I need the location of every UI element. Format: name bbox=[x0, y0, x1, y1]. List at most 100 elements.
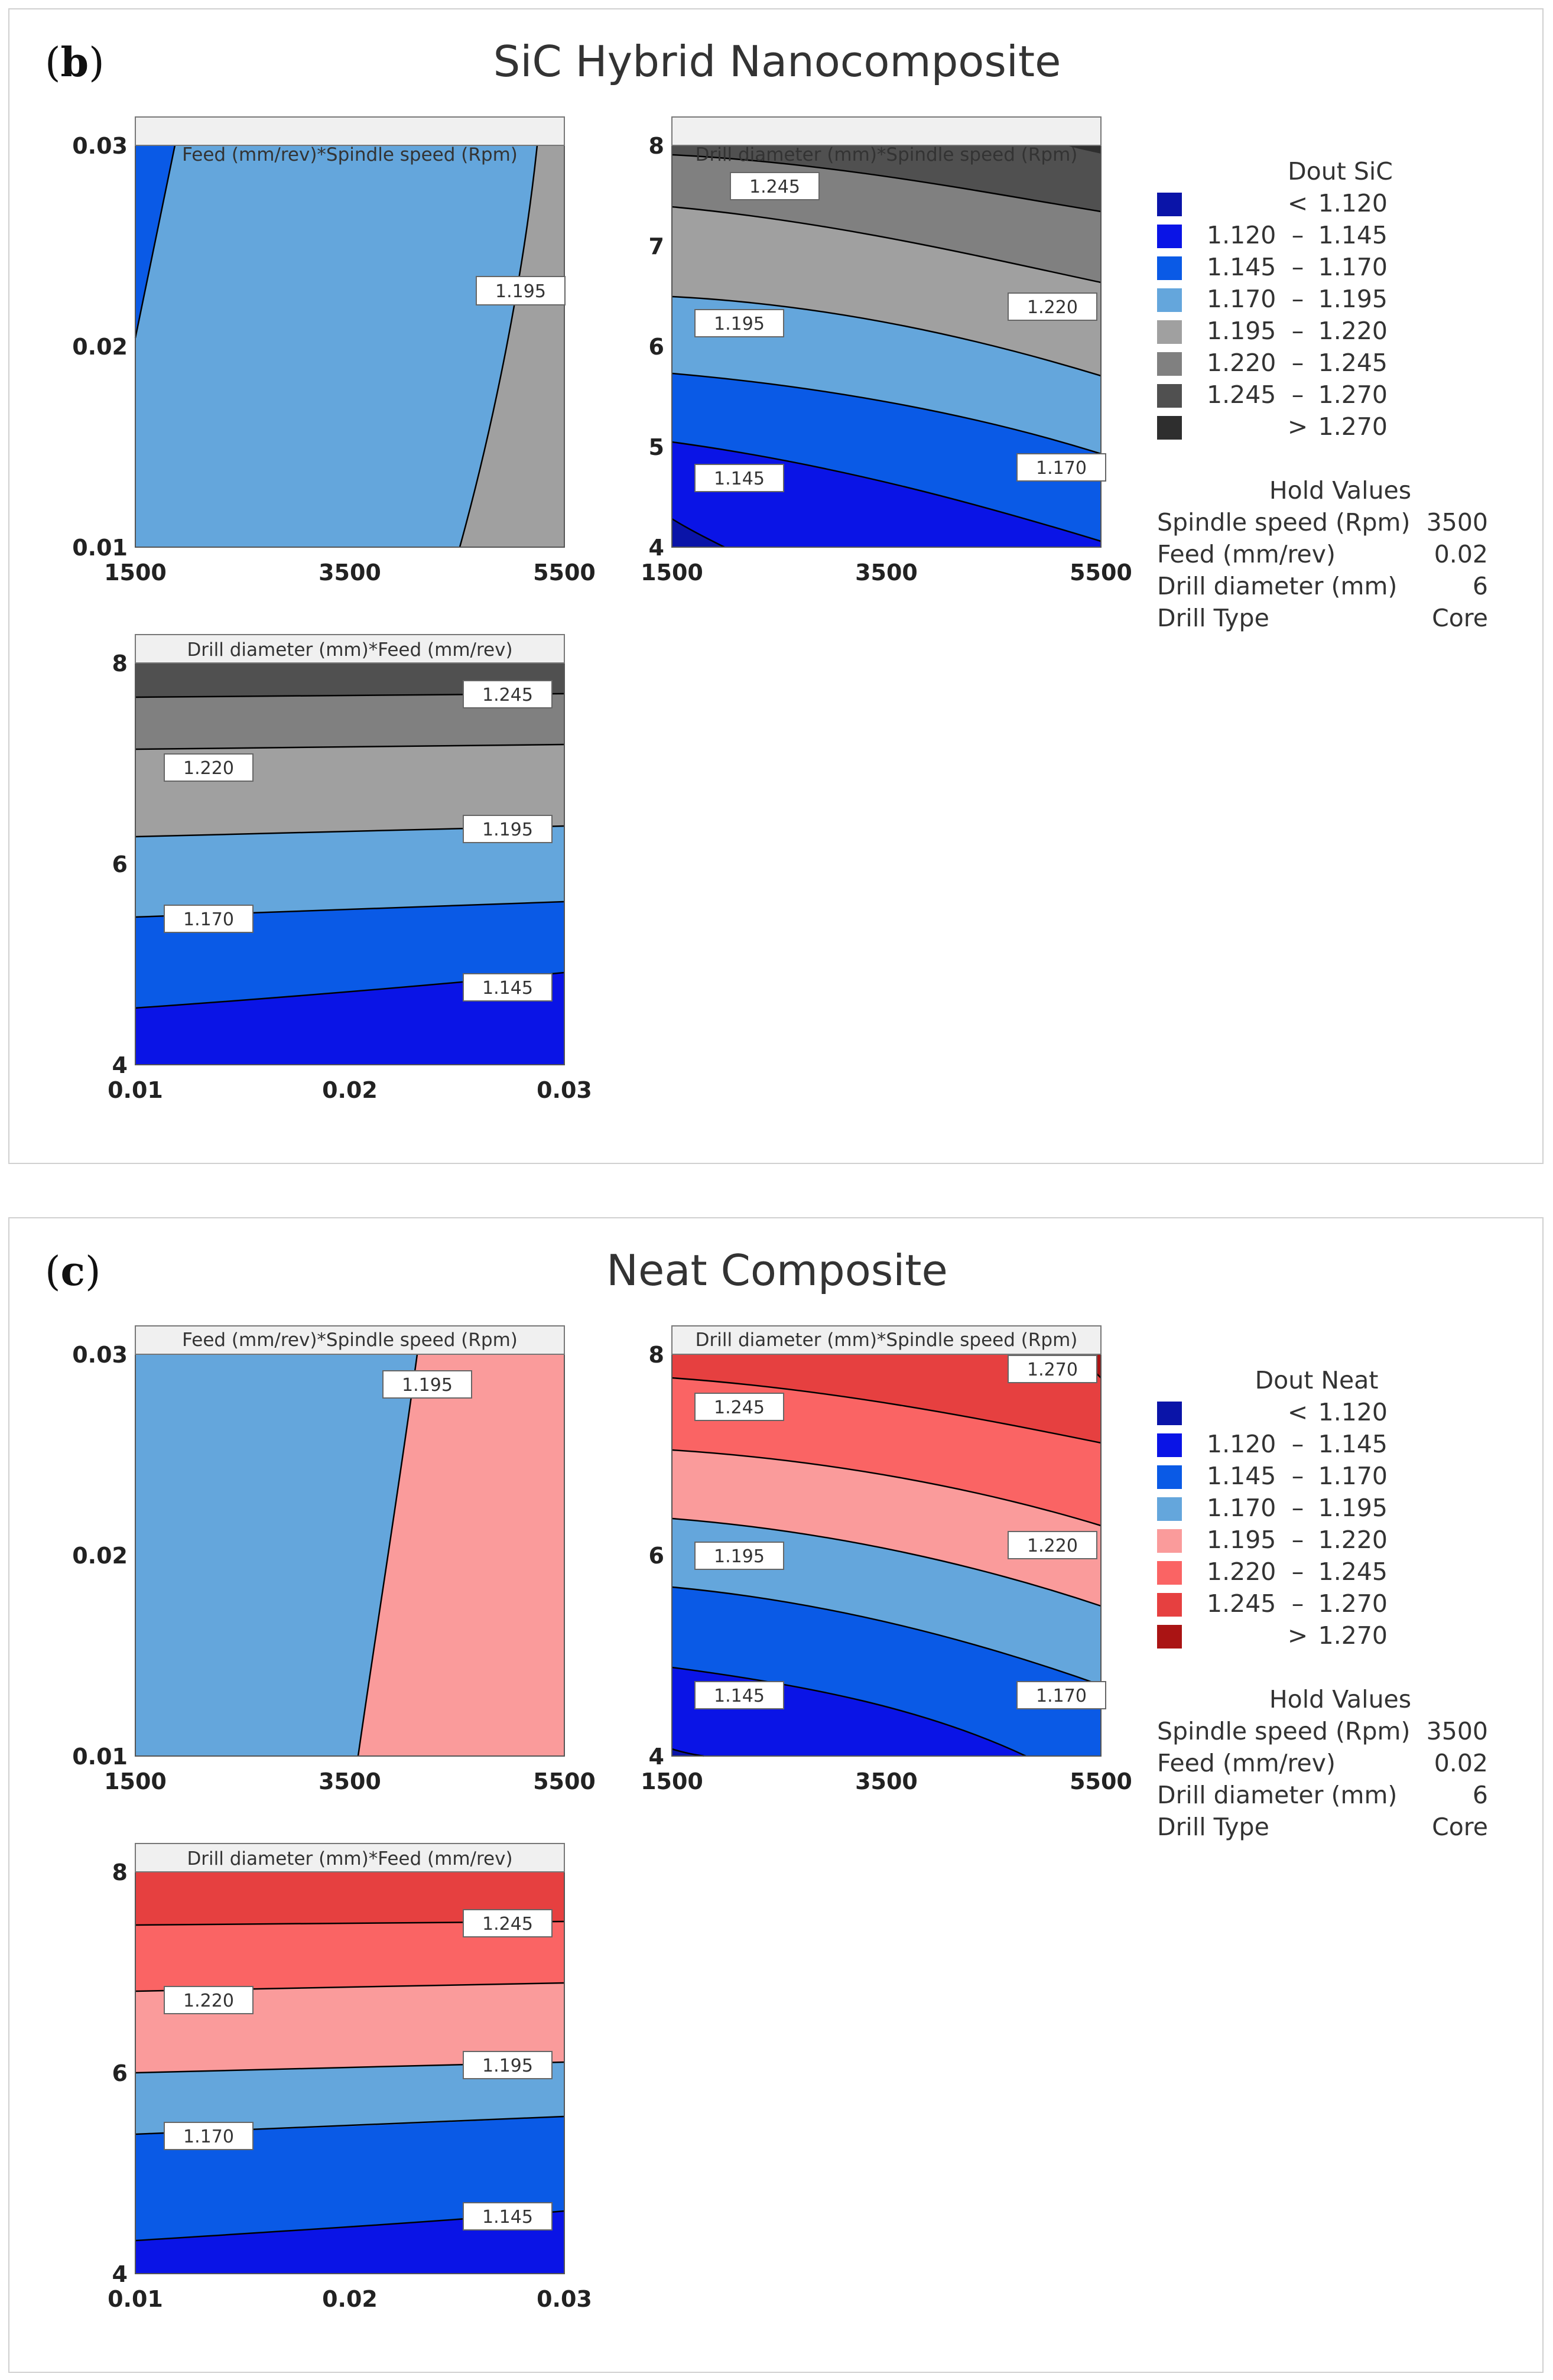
legend-row: 1.220–1.245 bbox=[1157, 1558, 1488, 1587]
contour-label: 1.195 bbox=[482, 2056, 533, 2076]
legend-swatch bbox=[1157, 352, 1182, 376]
legend-swatch bbox=[1157, 1625, 1182, 1649]
contour-label: 1.220 bbox=[1027, 1536, 1078, 1556]
hold-value-row: Spindle speed (Rpm) 3500 bbox=[1157, 508, 1488, 537]
x-tick: 0.03 bbox=[537, 2286, 592, 2312]
contour-plot-diameter-vs-speed: Drill diameter (mm)*Spindle speed (Rpm) … bbox=[641, 1325, 1132, 1794]
contour-plot-diameter-vs-feed: Drill diameter (mm)*Feed (mm/rev) 1.245 … bbox=[108, 634, 592, 1103]
x-tick: 0.01 bbox=[108, 2286, 163, 2312]
plot-header-bg bbox=[135, 1325, 565, 1355]
contour-label: 1.145 bbox=[714, 469, 765, 489]
legend-swatch bbox=[1157, 1433, 1182, 1457]
hold-values-title: Hold Values bbox=[1269, 476, 1412, 505]
legend-row: 1.120–1.145 bbox=[1157, 1430, 1488, 1459]
hold-value-row: Drill diameter (mm) 6 bbox=[1157, 1781, 1488, 1809]
plot-title: Drill diameter (mm)*Spindle speed (Rpm) bbox=[696, 144, 1078, 165]
contour-label: 1.195 bbox=[482, 820, 533, 840]
x-tick: 5500 bbox=[1070, 560, 1132, 586]
legend-swatch bbox=[1157, 1497, 1182, 1521]
contour-label: 1.145 bbox=[482, 2207, 533, 2228]
x-tick: 3500 bbox=[319, 560, 381, 586]
contour-label: 1.170 bbox=[183, 909, 234, 930]
legend-swatch bbox=[1157, 1593, 1182, 1617]
x-tick: 5500 bbox=[533, 560, 596, 586]
y-tick: 7 bbox=[649, 233, 664, 259]
contour-line bbox=[459, 145, 538, 548]
contour-label: 1.220 bbox=[1027, 297, 1078, 318]
hold-value-row: Spindle speed (Rpm) 3500 bbox=[1157, 1717, 1488, 1745]
x-tick: 0.03 bbox=[537, 1077, 592, 1103]
y-tick: 4 bbox=[649, 535, 664, 561]
region-gt-1270 bbox=[1067, 145, 1101, 154]
y-tick: 6 bbox=[649, 1543, 664, 1569]
legend-row: 1.220–1.245 bbox=[1157, 349, 1488, 378]
x-tick: 3500 bbox=[319, 1768, 381, 1794]
legend-swatch bbox=[1157, 225, 1182, 248]
x-tick: 1500 bbox=[641, 1768, 703, 1794]
legend-swatch bbox=[1157, 193, 1182, 216]
x-tick: 0.02 bbox=[322, 2286, 378, 2312]
contour-plots-c: Feed (mm/rev)*Spindle speed (Rpm) 1.195 … bbox=[72, 1325, 1132, 2312]
y-tick: 8 bbox=[649, 133, 664, 159]
hold-value-row: Drill Type Core bbox=[1157, 1813, 1488, 1841]
contour-plot-diameter-vs-speed: Drill diameter (mm)*Spindle speed (Rpm) … bbox=[641, 116, 1132, 586]
y-tick: 8 bbox=[112, 651, 128, 677]
panel-b: (b) SiC Hybrid Nanocomposite Feed (mm/re… bbox=[8, 8, 1544, 1164]
y-tick: 0.01 bbox=[72, 1744, 128, 1770]
legend-row: 1.245–1.270 bbox=[1157, 381, 1488, 410]
legend-row: 1.170–1.195 bbox=[1157, 1494, 1488, 1523]
legend-swatch bbox=[1157, 256, 1182, 280]
contour-label: 1.145 bbox=[714, 1686, 765, 1706]
legend-row: 1.145–1.170 bbox=[1157, 253, 1488, 282]
legend-swatch bbox=[1157, 384, 1182, 408]
contour-label: 1.220 bbox=[183, 1991, 234, 2011]
contour-plot-feed-vs-speed: Feed (mm/rev)*Spindle speed (Rpm) 1.195 … bbox=[72, 116, 596, 586]
contour-label: 1.195 bbox=[714, 1546, 765, 1567]
region-lt-1120 bbox=[672, 519, 724, 547]
x-tick: 1500 bbox=[641, 560, 703, 586]
y-tick: 4 bbox=[112, 1052, 128, 1078]
contour-label: 1.245 bbox=[714, 1397, 765, 1418]
y-tick: 0.01 bbox=[72, 535, 128, 561]
y-tick: 0.03 bbox=[72, 1342, 128, 1368]
y-tick: 5 bbox=[649, 434, 664, 460]
legend-title: Dout SiC bbox=[1288, 157, 1393, 186]
panel-letter: (c) bbox=[45, 1248, 101, 1295]
hold-value-row: Feed (mm/rev) 0.02 bbox=[1157, 1749, 1488, 1777]
contour-label: 1.220 bbox=[183, 758, 234, 779]
legend-row: 1.120–1.145 bbox=[1157, 221, 1488, 251]
hold-value-row: Feed (mm/rev) 0.02 bbox=[1157, 540, 1488, 568]
x-tick: 0.02 bbox=[322, 1077, 378, 1103]
hold-values-title: Hold Values bbox=[1269, 1685, 1412, 1714]
legend-title: Dout Neat bbox=[1255, 1366, 1379, 1394]
figure-title: Neat Composite bbox=[606, 1246, 948, 1295]
y-tick: 4 bbox=[649, 1744, 664, 1770]
legend-row: >1.270 bbox=[1157, 1621, 1488, 1651]
plot-title: Feed (mm/rev)*Spindle speed (Rpm) bbox=[182, 144, 518, 165]
x-tick: 1500 bbox=[104, 560, 167, 586]
legend-swatch bbox=[1157, 1561, 1182, 1585]
contour-label: 1.245 bbox=[482, 685, 533, 705]
legend-swatch bbox=[1157, 1529, 1182, 1553]
hold-value-row: Drill diameter (mm) 6 bbox=[1157, 572, 1488, 600]
contour-label: 1.195 bbox=[495, 281, 546, 302]
region-1245-1270 bbox=[672, 145, 1101, 212]
plot-title: Drill diameter (mm)*Spindle speed (Rpm) bbox=[696, 1329, 1078, 1351]
x-tick: 5500 bbox=[533, 1768, 596, 1794]
contour-label-box bbox=[476, 276, 566, 305]
region-1195-1220 bbox=[358, 1354, 564, 1756]
y-tick: 8 bbox=[649, 1342, 664, 1368]
x-tick: 1500 bbox=[104, 1768, 167, 1794]
legend: Dout Neat <1.120 1.120–1.145 1.145–1.170… bbox=[1157, 1366, 1500, 1851]
y-tick: 0.02 bbox=[72, 1543, 128, 1569]
x-tick: 3500 bbox=[855, 1768, 918, 1794]
x-tick: 5500 bbox=[1070, 1768, 1132, 1794]
legend-row: >1.270 bbox=[1157, 412, 1488, 442]
plot-header-bg bbox=[135, 1843, 565, 1872]
legend-swatch bbox=[1157, 416, 1182, 440]
region-lt-1120 bbox=[672, 1749, 704, 1756]
contour-plot-feed-vs-speed: Feed (mm/rev)*Spindle speed (Rpm) 1.195 … bbox=[72, 1325, 596, 1794]
plot-title: Drill diameter (mm)*Feed (mm/rev) bbox=[187, 1848, 512, 1869]
legend-row: 1.245–1.270 bbox=[1157, 1589, 1488, 1619]
plot-title: Feed (mm/rev)*Spindle speed (Rpm) bbox=[182, 1329, 518, 1351]
